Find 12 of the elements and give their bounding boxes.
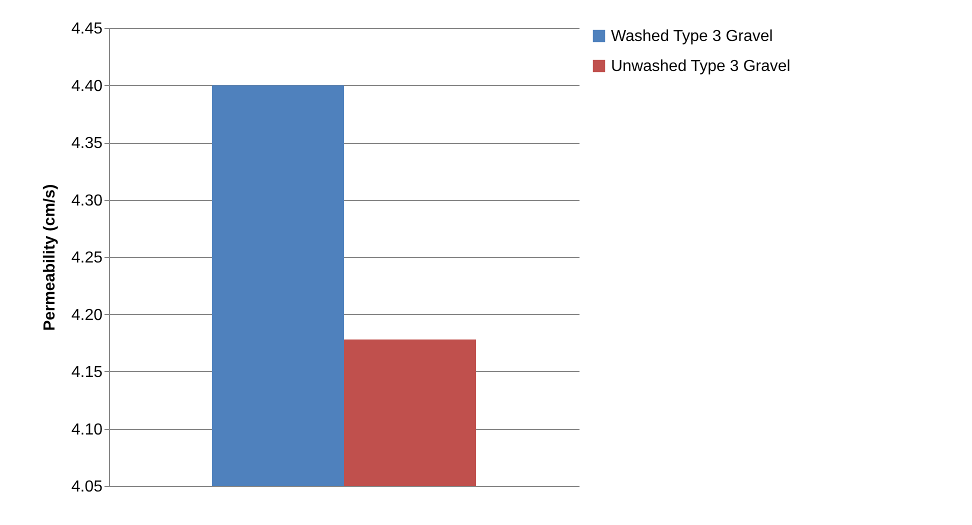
y-tick-label: 4.10 [71, 421, 103, 438]
legend-label: Washed Type 3 Gravel [611, 28, 773, 45]
y-tick-label: 4.30 [71, 192, 103, 210]
y-tick-label: 4.15 [71, 364, 103, 381]
y-tick-label: 4.25 [71, 250, 103, 266]
y-tick-label: 4.35 [71, 135, 103, 152]
legend-label: Unwashed Type 3 Gravel [611, 58, 790, 75]
y-tick-label: 4.20 [71, 306, 103, 324]
y-axis-title: Permeability (cm/s) [41, 184, 58, 331]
y-tick-label: 4.40 [71, 78, 103, 95]
y-tick-label: 4.05 [71, 478, 103, 496]
y-tick-label: 4.45 [71, 20, 103, 38]
